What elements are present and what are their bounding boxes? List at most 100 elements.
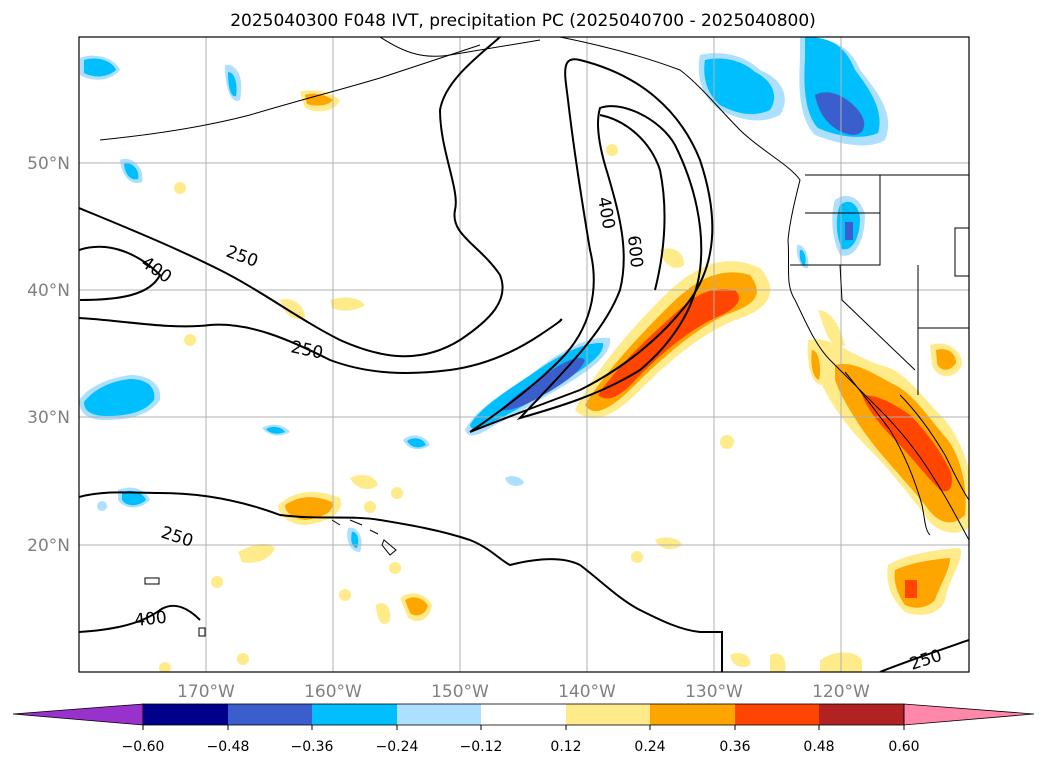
ivt-contour-250-se (879, 639, 969, 672)
precip-fill-blue (84, 58, 116, 77)
colorbar-segment (143, 704, 228, 725)
colorbar-tick-label: −0.60 (122, 739, 165, 755)
precip-fill-blue (351, 531, 359, 548)
precip-fill-orange (285, 497, 333, 520)
colorbar-tick-label: −0.12 (460, 739, 503, 755)
precip-fill-royal-blue (845, 222, 853, 240)
colorbar-tick-label: −0.48 (207, 739, 250, 755)
contour-label: 600 (623, 234, 646, 268)
precip-fill-blue (266, 426, 285, 434)
gulf-coast (899, 394, 969, 501)
precip-fill-blue (122, 490, 146, 506)
precip-fill-light-yellow (350, 474, 378, 490)
precip-fill-royal-blue (815, 92, 865, 135)
colorbar-tick-label: 0.36 (719, 739, 750, 755)
lon-label: 120°W (812, 682, 870, 702)
hawaii-islands (331, 519, 397, 556)
ivt-contour-outer (469, 58, 714, 433)
contour-labels: 250 400 250 250 400 400 600 250 (133, 195, 944, 675)
ivt-contour-250-south (79, 491, 723, 672)
precip-fill-orange-red (862, 395, 952, 492)
precip-fill-light-yellow (211, 576, 223, 588)
lat-label: 20°N (27, 536, 70, 556)
ivt-contour-400 (79, 245, 162, 301)
colorbar-tick-label: 0.24 (634, 739, 665, 755)
ivt-contour-250 (79, 317, 563, 374)
ivt-contour-400 (516, 105, 703, 420)
precip-fill-light-yellow (237, 653, 249, 665)
colorbar-tick-label: 0.48 (803, 739, 834, 755)
precip-fill-light-yellow (606, 144, 618, 156)
precip-fill-light-yellow (660, 248, 685, 268)
island (144, 577, 160, 585)
figure-title: 2025040300 F048 IVT, precipitation PC (2… (230, 11, 816, 31)
precip-fill-light-yellow (818, 310, 845, 347)
precip-fill-light-yellow (364, 501, 376, 513)
colorbar-segment (312, 704, 397, 725)
precip-fill-light-yellow (238, 543, 275, 563)
precip-fill-orange (936, 349, 956, 370)
colorbar-segment (735, 704, 819, 725)
contour-label: 250 (907, 646, 944, 675)
ivt-contour-600 (599, 114, 666, 291)
contour-label: 250 (223, 242, 260, 272)
precip-fill-orange-red (905, 580, 917, 598)
colorbar-tick-label: 0.60 (888, 739, 919, 755)
precip-fill-light-yellow (184, 334, 196, 346)
alaska-island-chain (99, 44, 481, 141)
contour-label: 250 (289, 337, 325, 363)
ivt-contour-250-low (79, 604, 201, 633)
coastlines (99, 37, 969, 637)
lon-label: 160°W (304, 682, 362, 702)
precip-fill-light-yellow (631, 551, 643, 563)
map-panel: 250 400 250 250 400 400 600 250 (79, 37, 969, 675)
baja-coastline (844, 371, 931, 536)
lat-label: 30°N (27, 408, 70, 428)
north-america-coastline (559, 37, 969, 541)
precip-fill-light-yellow (655, 537, 682, 550)
colorbar-segment (650, 704, 735, 725)
precip-fill-blue (407, 438, 426, 448)
precip-fill-blue (84, 379, 155, 416)
colorbar-tick-label: 0.12 (550, 739, 581, 755)
precip-fill-light-yellow (389, 562, 401, 574)
lon-label: 150°W (431, 682, 489, 702)
ivt-contour-250 (79, 37, 504, 358)
precip-fill-light-yellow (770, 653, 786, 672)
lat-label: 50°N (27, 154, 70, 174)
island (198, 627, 206, 637)
contour-label: 400 (133, 608, 167, 631)
contour-label: 250 (158, 523, 195, 552)
precip-fill-blue (799, 249, 806, 266)
colorbar-segment (397, 704, 481, 725)
precip-fill-light-yellow (391, 487, 403, 499)
colorbar-extend-low (12, 703, 144, 726)
colorbar-tick-label: −0.36 (291, 739, 334, 755)
state-border (954, 227, 969, 277)
precip-fill-orange (405, 597, 428, 616)
ivt-contours (79, 37, 969, 672)
precip-fill-light-yellow (330, 297, 365, 311)
colorbar-segment (819, 704, 904, 725)
precip-fill-light-yellow (280, 299, 305, 320)
precip-fill-blue (704, 58, 775, 115)
map-frame (78, 36, 970, 673)
lon-label: 130°W (685, 682, 743, 702)
precip-fill-light-yellow (376, 603, 391, 625)
precip-fill-light-yellow (720, 435, 734, 449)
colorbar: −0.60 −0.48 −0.36 −0.24 −0.12 0.12 0.24 … (12, 703, 1035, 755)
state-border (839, 264, 916, 371)
colorbar-outline (142, 703, 905, 726)
precip-fill-light-yellow (159, 662, 171, 672)
lat-label: 40°N (27, 281, 70, 301)
precip-fill-orange (811, 350, 821, 380)
precip-fill-light-yellow (339, 589, 351, 601)
alaska-coast (379, 37, 541, 57)
contour-label: 400 (593, 195, 618, 230)
precip-fill-blue (228, 72, 237, 97)
precip-fill-blue (124, 163, 139, 180)
colorbar-segment (481, 704, 566, 725)
state-border (790, 175, 881, 266)
precip-fill-light-yellow (730, 653, 751, 668)
